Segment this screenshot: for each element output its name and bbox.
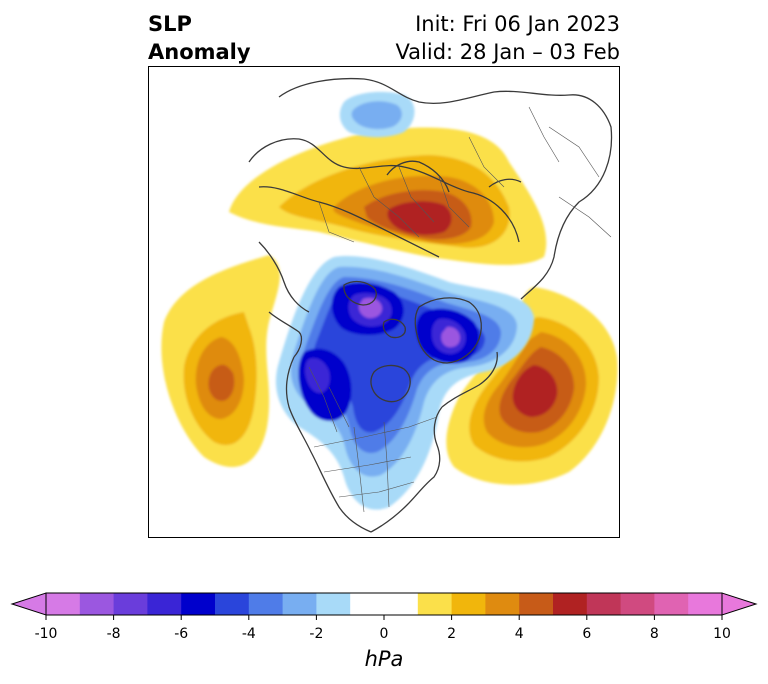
colorbar-tick-label: -8 <box>106 626 121 642</box>
title-variable: SLP <box>148 12 192 36</box>
colorbar <box>10 592 758 620</box>
colorbar-cell <box>79 593 115 615</box>
colorbar-cell <box>147 593 182 615</box>
colorbar-cell <box>417 593 453 615</box>
valid-range: Valid: 28 Jan – 03 Feb <box>395 40 620 64</box>
colorbar-tick-label: -10 <box>34 626 58 642</box>
title-block-left: SLP Anomaly <box>148 10 251 66</box>
colorbar-cell <box>654 593 689 615</box>
colorbar-cell <box>553 593 588 615</box>
map-panel <box>148 66 620 538</box>
colorbar-cell <box>519 593 554 615</box>
colorbar-extend-max <box>721 592 758 616</box>
colorbar-cell <box>485 593 520 615</box>
colorbar-cell <box>451 593 486 615</box>
colorbar-cell <box>113 593 148 615</box>
colorbar-tick-label: 4 <box>514 626 524 642</box>
negative-anomaly-north-america <box>275 256 534 510</box>
colorbar-cells <box>10 592 758 616</box>
colorbar-cell <box>181 593 216 615</box>
anomaly-map <box>161 77 618 533</box>
colorbar-tick-label: 0 <box>379 626 389 642</box>
colorbar-tick-label: 8 <box>649 626 659 642</box>
colorbar-cell <box>46 593 81 615</box>
colorbar-tick-label: -4 <box>241 626 256 642</box>
colorbar-units: hPa <box>364 647 404 671</box>
colorbar-cell <box>586 593 622 615</box>
colorbar-cell <box>688 593 723 615</box>
init-date: Init: Fri 06 Jan 2023 <box>415 12 620 36</box>
colorbar-tick-label: 10 <box>713 626 731 642</box>
colorbar-tick-label: 6 <box>582 626 592 642</box>
title-block-right: Init: Fri 06 Jan 2023 Valid: 28 Jan – 03… <box>395 10 620 66</box>
positive-anomaly-north-pacific <box>161 255 280 467</box>
colorbar-cell <box>384 593 419 615</box>
colorbar-cell <box>316 593 351 615</box>
colorbar-tick-label: -2 <box>309 626 324 642</box>
borders <box>308 106 612 513</box>
positive-anomaly-siberia <box>229 127 547 265</box>
colorbar-cell <box>350 593 385 615</box>
colorbar-tick-label: -6 <box>174 626 189 642</box>
colorbar-cell <box>282 593 317 615</box>
colorbar-cell <box>248 593 284 615</box>
negative-anomaly-scandinavia <box>339 91 415 138</box>
colorbar-ticks <box>45 615 723 620</box>
colorbar-cell <box>215 593 250 615</box>
title-variable-type: Anomaly <box>148 40 251 64</box>
colorbar-extend-min <box>10 592 47 616</box>
positive-anomaly-north-atlantic <box>446 287 618 485</box>
colorbar-tick-label: 2 <box>447 626 457 642</box>
colorbar-cell <box>620 593 655 615</box>
coastlines <box>248 77 613 533</box>
